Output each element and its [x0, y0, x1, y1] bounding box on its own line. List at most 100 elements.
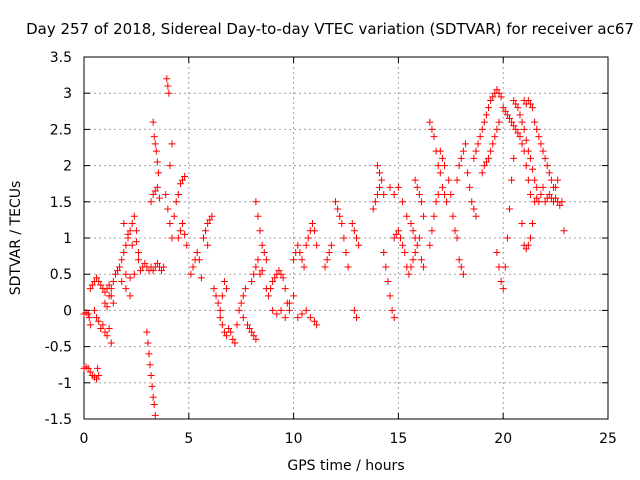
data-point — [407, 263, 415, 271]
data-point — [390, 314, 398, 322]
data-point — [252, 198, 260, 206]
data-point — [497, 277, 505, 285]
data-point — [508, 118, 516, 126]
data-point — [554, 176, 562, 184]
data-point — [254, 256, 262, 264]
data-point — [510, 154, 518, 162]
y-tick-label: -0.5 — [45, 340, 72, 356]
data-point — [258, 267, 266, 275]
data-point — [250, 332, 258, 340]
data-point — [256, 227, 264, 235]
data-point — [493, 125, 501, 133]
data-point — [225, 325, 233, 332]
data-point — [231, 339, 239, 347]
data-point — [485, 104, 493, 112]
data-point — [132, 238, 140, 246]
data-point — [531, 118, 539, 126]
data-point — [151, 187, 159, 195]
data-point — [151, 411, 159, 419]
data-point — [556, 201, 564, 209]
data-point — [350, 306, 358, 314]
data-point — [206, 216, 214, 224]
data-point — [85, 314, 93, 322]
data-point — [298, 310, 306, 318]
data-point — [179, 220, 187, 228]
data-point — [130, 270, 138, 278]
x-axis-label: GPS time / hours — [287, 458, 404, 474]
data-point — [415, 191, 423, 199]
data-point — [216, 314, 224, 322]
data-point — [170, 212, 178, 220]
data-point — [101, 299, 109, 307]
data-point — [524, 241, 532, 249]
data-point — [533, 183, 541, 191]
data-point — [126, 292, 134, 300]
data-point — [552, 194, 560, 202]
data-point — [227, 328, 235, 336]
data-point — [183, 241, 191, 249]
data-point — [392, 230, 400, 238]
data-point — [505, 205, 513, 213]
data-point — [281, 285, 289, 293]
data-point — [300, 263, 308, 271]
data-point — [199, 234, 207, 242]
data-point — [168, 234, 176, 242]
data-point — [495, 263, 503, 271]
data-point — [355, 241, 363, 249]
data-point — [99, 321, 107, 329]
data-point — [103, 303, 111, 311]
data-point — [223, 285, 231, 293]
data-point — [179, 176, 187, 184]
data-point — [529, 220, 537, 228]
data-point — [212, 292, 220, 300]
data-point — [405, 270, 413, 278]
data-point — [340, 234, 348, 242]
data-point — [105, 292, 113, 300]
data-point — [436, 169, 444, 177]
x-tick-label: 20 — [494, 431, 512, 447]
data-point — [93, 375, 101, 383]
x-tick-label: 0 — [80, 431, 89, 447]
data-point — [394, 227, 402, 235]
data-point — [453, 234, 461, 242]
data-point — [246, 325, 254, 332]
data-point — [384, 277, 392, 285]
data-point — [430, 212, 438, 220]
data-point — [111, 270, 119, 278]
data-point — [290, 292, 298, 300]
data-point — [497, 93, 505, 101]
data-point — [118, 256, 126, 264]
data-point — [94, 364, 102, 372]
data-point — [505, 115, 513, 123]
data-point — [241, 285, 249, 293]
data-point — [487, 96, 495, 104]
data-point — [495, 89, 503, 97]
data-point — [394, 183, 402, 191]
data-point — [411, 248, 419, 256]
data-point — [449, 212, 457, 220]
data-point — [160, 263, 168, 271]
data-point — [382, 263, 390, 271]
data-point — [338, 220, 346, 228]
data-point — [97, 281, 105, 289]
data-point — [520, 125, 528, 133]
data-point — [524, 147, 532, 155]
data-point — [120, 248, 128, 256]
data-point — [181, 172, 189, 180]
data-point — [485, 154, 493, 162]
data-point — [332, 198, 340, 206]
data-point — [501, 107, 509, 115]
data-point — [430, 133, 438, 141]
data-point — [336, 212, 344, 220]
data-point — [459, 147, 467, 155]
data-point — [150, 401, 158, 409]
data-point — [547, 176, 555, 184]
data-point — [526, 100, 534, 108]
data-point — [204, 220, 212, 228]
data-point — [378, 176, 386, 184]
data-point — [118, 277, 126, 285]
data-point — [470, 154, 478, 162]
data-point — [109, 277, 117, 285]
data-point — [275, 267, 283, 275]
data-point — [152, 147, 160, 155]
